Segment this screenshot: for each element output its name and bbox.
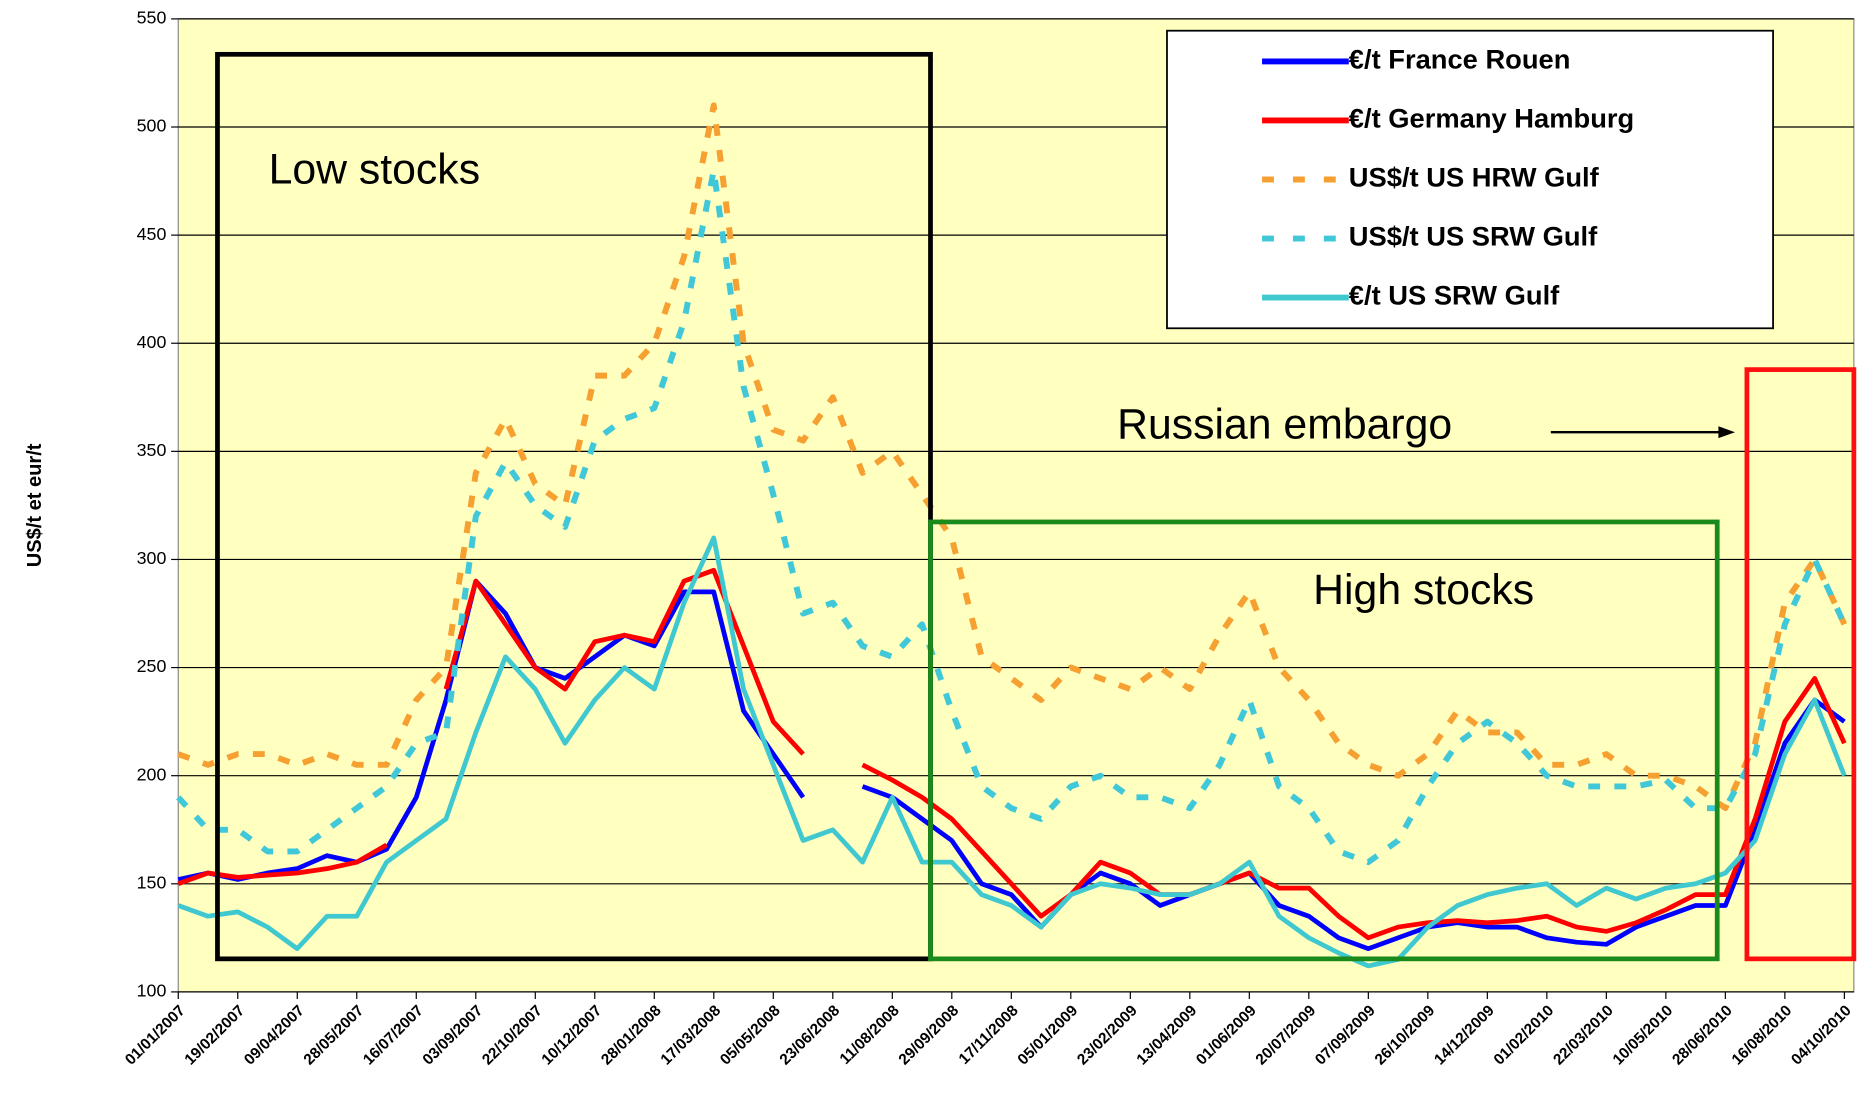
low-stocks-box (215, 51, 933, 962)
x-tick-label: 05/01/2009 (1015, 1002, 1082, 1068)
x-tick-label: 07/09/2009 (1312, 1002, 1379, 1068)
x-tick-label: 09/04/2007 (241, 1002, 308, 1068)
x-tick-label: 03/09/2007 (420, 1002, 487, 1068)
y-tick-label: 300 (137, 548, 167, 568)
x-tick-label: 28/06/2010 (1669, 1002, 1736, 1068)
x-tick-label: 01/01/2007 (122, 1002, 189, 1068)
x-tick-label: 11/08/2008 (837, 1002, 903, 1068)
y-tick-label: 350 (137, 440, 167, 460)
legend-label: US$/t US HRW Gulf (1349, 162, 1600, 193)
annotation: High stocks (1313, 566, 1534, 614)
x-tick-label: 28/05/2007 (301, 1002, 368, 1068)
y-tick-label: 250 (137, 656, 167, 676)
series-line (177, 102, 1848, 812)
x-tick-label: 13/04/2009 (1134, 1002, 1201, 1068)
x-tick-label: 01/06/2009 (1193, 1002, 1260, 1068)
x-tick-label: 20/07/2009 (1253, 1002, 1320, 1068)
x-tick-label: 28/01/2008 (598, 1002, 665, 1069)
y-tick-label: 100 (137, 981, 167, 1001)
x-tick-label: 16/08/2010 (1729, 1002, 1796, 1068)
annotation: Low stocks (269, 146, 481, 194)
x-tick-label: 14/12/2009 (1431, 1002, 1498, 1068)
x-tick-label: 16/07/2007 (360, 1002, 427, 1068)
legend-label: €/t US SRW Gulf (1349, 280, 1560, 311)
series-line (176, 167, 1848, 866)
x-tick-label: 26/10/2009 (1372, 1002, 1439, 1068)
series-line (177, 578, 1846, 952)
y-tick-label: 400 (137, 332, 167, 352)
x-tick-label: 19/02/2007 (182, 1002, 249, 1068)
lines (176, 102, 1848, 969)
legend-label: €/t Germany Hamburg (1349, 103, 1634, 134)
x-tick-label: 10/12/2007 (539, 1002, 606, 1068)
legend-label: US$/t US SRW Gulf (1349, 221, 1598, 252)
x-tick-label: 23/06/2008 (777, 1002, 844, 1069)
legend-entries: €/t France Rouen €/t Germany Hamburg US$/t… (1262, 44, 1634, 311)
annotation: Russian embargo (1117, 401, 1452, 449)
y-axis-label: US$/t et eur/t (24, 443, 46, 567)
x-tick-label: 17/11/2008 (956, 1002, 1022, 1068)
x-tick-label: 22/03/2010 (1550, 1002, 1617, 1068)
x-tick-label: 04/10/2010 (1788, 1002, 1855, 1068)
x-tick-label: 17/03/2008 (658, 1002, 725, 1069)
x-tick-label: 29/09/2008 (896, 1002, 963, 1069)
embargo-box (1744, 367, 1857, 962)
y-tick-label: 550 (137, 8, 167, 28)
y-tick-label: 150 (137, 873, 167, 893)
x-tick-label: 10/05/2010 (1610, 1002, 1677, 1068)
y-tick-label: 500 (137, 116, 167, 136)
arrow-head (1718, 426, 1736, 439)
series-line (177, 567, 1847, 941)
x-tick-label: 01/02/2010 (1491, 1002, 1558, 1068)
x-tick-label: 23/02/2009 (1074, 1002, 1141, 1068)
y-tick-label: 450 (137, 224, 167, 244)
series-line (177, 535, 1847, 969)
legend-label: €/t France Rouen (1349, 44, 1571, 75)
y-tick-label: 200 (137, 764, 167, 784)
x-tick-label: 22/10/2007 (479, 1002, 546, 1068)
high-stocks-box (928, 519, 1720, 962)
x-tick-label: 05/05/2008 (717, 1002, 784, 1069)
